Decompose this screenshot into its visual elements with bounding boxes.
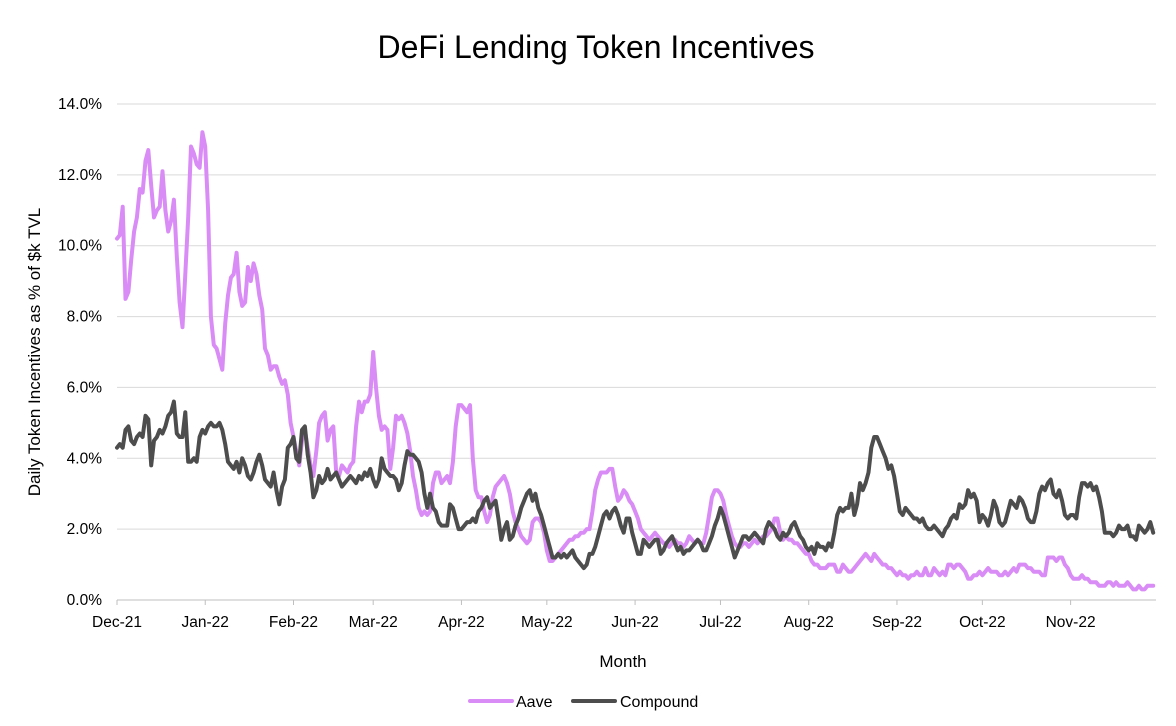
x-tick-label: Jan-22 <box>182 614 229 631</box>
x-tick-label: May-22 <box>521 614 573 631</box>
y-tick-label: 6.0% <box>67 379 103 396</box>
x-axis-ticks: Dec-21 Jan-22 Feb-22 Mar-22 Apr-22 May-22 Jun-… <box>92 600 1096 631</box>
series-line-aave <box>115 130 1156 592</box>
y-tick-label: 0.0% <box>67 592 103 609</box>
y-tick-label: 12.0% <box>58 167 102 184</box>
y-tick-label: 4.0% <box>67 450 103 467</box>
x-tick-label: Nov-22 <box>1046 614 1096 631</box>
y-axis-ticks: 0.0% 2.0% 4.0% 6.0% 8.0% 10.0% 12.0% 14.0% <box>58 96 102 609</box>
y-axis-label: Daily Token Incentives as % of $k TVL <box>25 208 44 497</box>
x-tick-label: Mar-22 <box>349 614 398 631</box>
chart-title: DeFi Lending Token Incentives <box>377 29 814 65</box>
x-axis-label: Month <box>599 652 646 671</box>
x-tick-label: Jun-22 <box>611 614 658 631</box>
gridlines <box>117 103 1156 601</box>
y-tick-label: 8.0% <box>67 309 103 326</box>
x-tick-label: Oct-22 <box>959 614 1006 631</box>
x-tick-label: Dec-21 <box>92 614 142 631</box>
x-tick-label: Feb-22 <box>269 614 318 631</box>
x-tick-label: Apr-22 <box>438 614 485 631</box>
series-line-compound <box>115 399 1156 571</box>
legend-label-compound: Compound <box>620 694 698 711</box>
x-tick-label: Jul-22 <box>699 614 741 631</box>
legend-label-aave: Aave <box>516 694 553 711</box>
x-tick-label: Aug-22 <box>784 614 834 631</box>
x-tick-label: Sep-22 <box>872 614 922 631</box>
y-tick-label: 14.0% <box>58 96 102 113</box>
y-tick-label: 10.0% <box>58 238 102 255</box>
legend: Aave Compound <box>468 694 698 711</box>
y-tick-label: 2.0% <box>67 521 103 538</box>
series-lines <box>115 130 1156 592</box>
